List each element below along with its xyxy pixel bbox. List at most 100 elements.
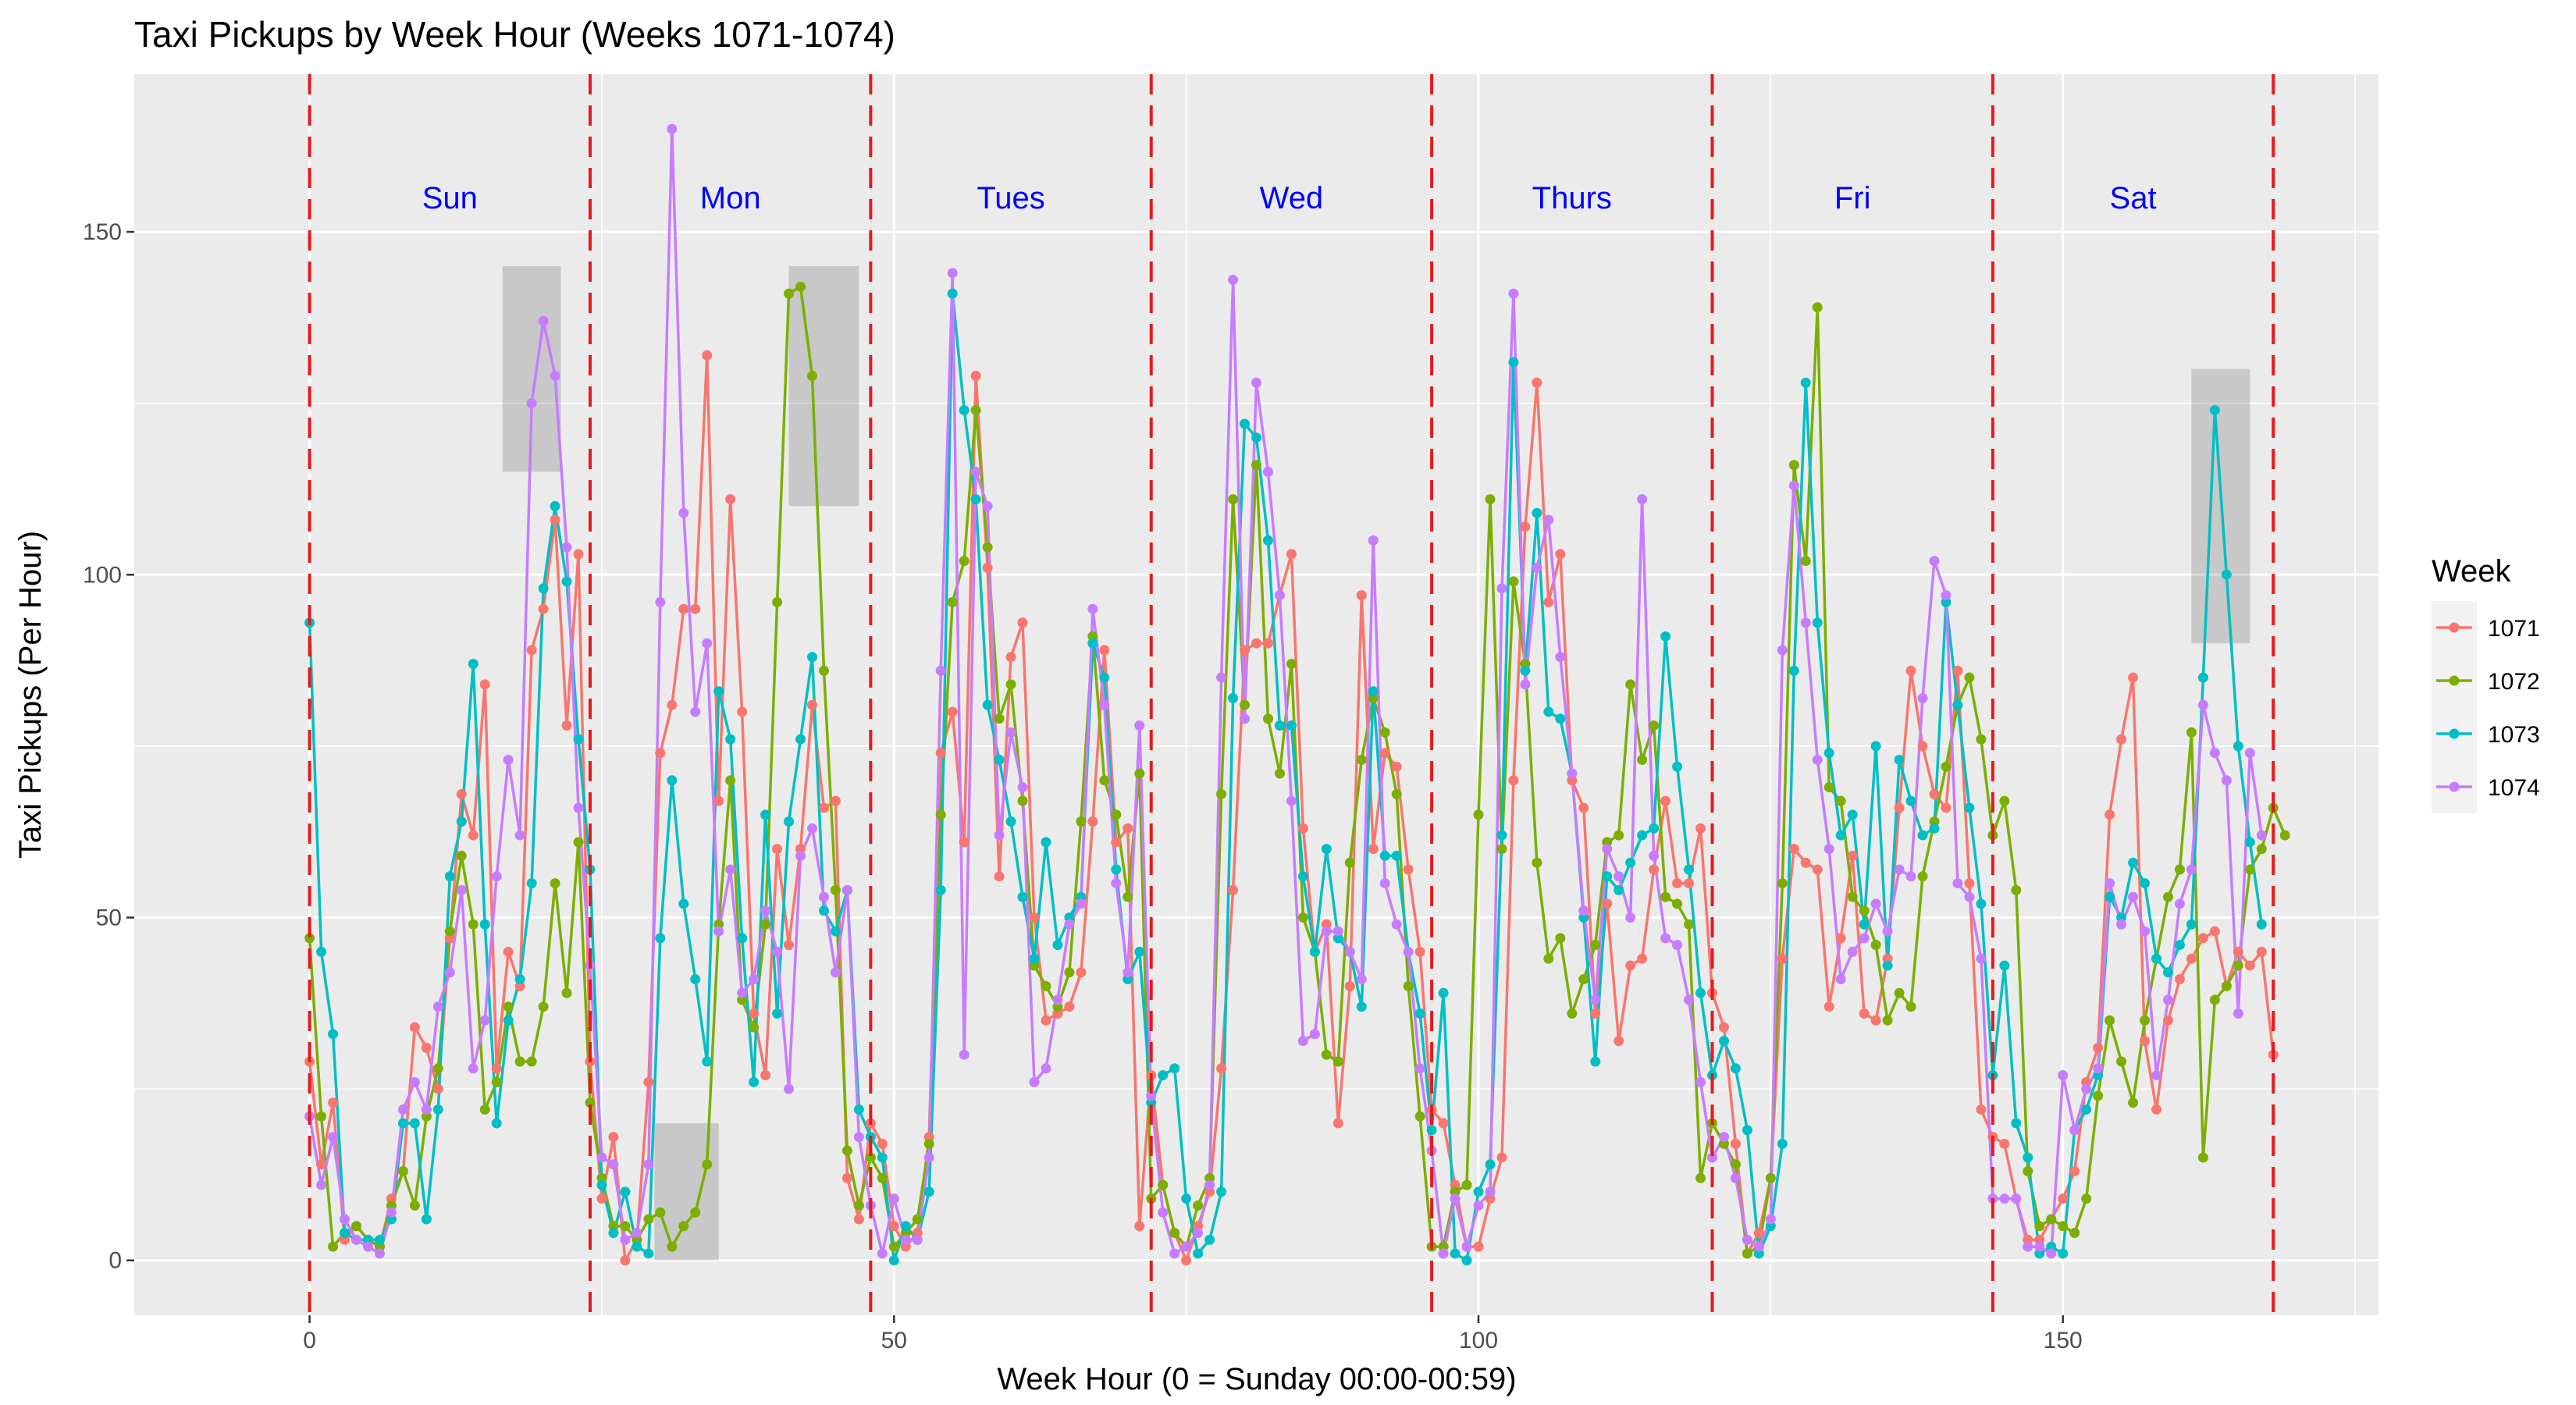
data-point-1074: [1870, 898, 1881, 909]
data-point-1072: [1859, 905, 1870, 916]
data-point-1073: [935, 884, 946, 895]
data-point-1074: [806, 823, 817, 834]
data-point-1073: [1017, 891, 1028, 902]
data-point-1071: [1286, 549, 1297, 560]
data-point-1071: [2209, 926, 2220, 937]
data-point-1073: [561, 576, 572, 587]
data-point-1072: [1508, 576, 1519, 587]
series-points: [304, 123, 2290, 1266]
data-point-1072: [923, 1138, 934, 1149]
data-point-1073: [421, 1214, 432, 1225]
data-point-1073: [1041, 837, 1051, 848]
data-point-1072: [830, 884, 841, 895]
data-point-1074: [1496, 583, 1507, 594]
data-point-1072: [1894, 987, 1905, 998]
data-point-1074: [1543, 514, 1554, 525]
data-point-1073: [1321, 844, 1332, 855]
data-point-1072: [1414, 1111, 1425, 1122]
data-point-1072: [1614, 830, 1624, 841]
data-point-1072: [1017, 795, 1028, 806]
data-point-1074: [1052, 994, 1063, 1005]
data-point-1071: [561, 720, 572, 731]
data-point-1072: [643, 1214, 654, 1225]
data-point-1074: [1240, 713, 1251, 724]
data-point-1072: [1999, 795, 2010, 806]
data-point-1073: [538, 583, 549, 594]
data-point-1074: [1286, 795, 1297, 806]
data-point-1071: [935, 748, 946, 759]
data-point-1074: [2244, 748, 2255, 759]
data-point-1073: [830, 926, 841, 937]
data-point-1072: [1660, 891, 1671, 902]
data-point-1074: [1485, 1186, 1496, 1197]
data-point-1072: [2256, 844, 2267, 855]
data-point-1073: [1917, 830, 1928, 841]
data-point-1071: [1777, 953, 1788, 964]
data-point-1074: [1672, 940, 1683, 951]
data-point-1074: [1111, 878, 1122, 889]
data-point-1071: [760, 1070, 771, 1081]
data-point-1074: [2046, 1248, 2057, 1259]
chart-title: Taxi Pickups by Week Hour (Weeks 1071-10…: [134, 14, 895, 55]
data-point-1072: [561, 987, 572, 998]
data-point-1071: [830, 795, 841, 806]
data-point-1074: [818, 891, 829, 902]
data-point-1073: [1730, 1063, 1741, 1074]
data-point-1074: [397, 1104, 408, 1115]
data-point-1071: [737, 706, 748, 717]
data-point-1074: [994, 830, 1005, 841]
data-point-1071: [1952, 665, 1963, 676]
data-point-1072: [1379, 727, 1390, 738]
data-point-1074: [340, 1214, 350, 1225]
data-point-1073: [1672, 761, 1683, 772]
data-point-1074: [362, 1241, 373, 1252]
data-point-1071: [468, 830, 479, 841]
data-point-1074: [1894, 864, 1905, 875]
data-point-1072: [409, 1200, 420, 1211]
data-point-1071: [806, 699, 817, 710]
data-point-1071: [2058, 1193, 2069, 1204]
data-point-1074: [947, 268, 958, 279]
data-point-1073: [806, 652, 817, 663]
data-point-1071: [1672, 878, 1683, 889]
data-point-1071: [1520, 521, 1531, 532]
data-point-1074: [1379, 878, 1390, 889]
data-point-1072: [2221, 980, 2232, 991]
data-point-1071: [1344, 980, 1355, 991]
data-point-1071: [1823, 1001, 1834, 1012]
data-point-1074: [1017, 782, 1028, 793]
data-point-1073: [725, 734, 736, 745]
x-tick-label: 100: [1459, 1328, 1498, 1353]
data-point-1072: [1216, 788, 1227, 799]
data-point-1073: [397, 1118, 408, 1129]
data-point-1071: [970, 371, 981, 382]
data-point-1074: [772, 946, 783, 957]
data-point-1071: [550, 514, 560, 525]
data-point-1074: [526, 398, 537, 409]
data-point-1074: [830, 967, 841, 978]
data-point-1074: [1800, 617, 1811, 628]
data-point-1071: [1414, 946, 1425, 957]
data-point-1071: [1578, 802, 1589, 813]
data-point-1072: [1742, 1248, 1752, 1259]
data-point-1074: [316, 1179, 327, 1190]
data-point-1074: [444, 967, 455, 978]
data-point-1074: [2209, 748, 2220, 759]
data-point-1074: [912, 1234, 923, 1245]
data-point-1073: [1976, 898, 1987, 909]
data-point-1073: [1216, 1186, 1227, 1197]
data-point-1072: [655, 1207, 666, 1218]
data-point-1071: [1847, 850, 1858, 861]
data-point-1072: [1590, 940, 1601, 951]
data-point-1071: [421, 1042, 432, 1053]
data-point-1072: [818, 665, 829, 676]
data-point-1073: [479, 919, 490, 930]
data-point-1074: [841, 884, 852, 895]
data-point-1074: [2174, 898, 2185, 909]
data-point-1073: [1602, 871, 1613, 882]
data-point-1074: [432, 1001, 443, 1012]
data-point-1072: [2011, 884, 2022, 895]
data-point-1073: [1800, 377, 1811, 388]
data-point-1074: [1999, 1193, 2010, 1204]
data-point-1073: [491, 1118, 502, 1129]
